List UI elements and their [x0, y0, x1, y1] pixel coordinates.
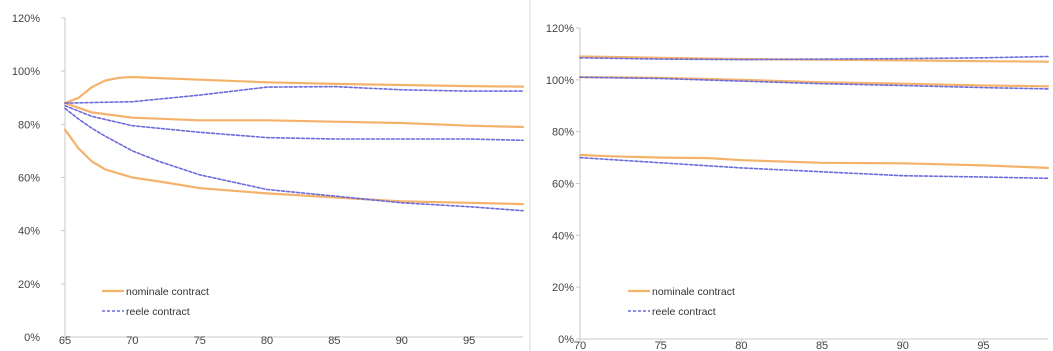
series-line-nominal: [63, 128, 525, 206]
series-line-real: [579, 76, 1049, 90]
legend-label-nominal: nominale contract: [126, 286, 209, 298]
y-tick-label: 0%: [558, 334, 574, 346]
series-line-real: [579, 55, 1049, 61]
y-tick-label: 40%: [552, 230, 574, 242]
series-line-nominal: [63, 101, 525, 129]
legend-label-nominal: nominale contract: [652, 286, 735, 298]
series-line-real: [64, 85, 524, 104]
y-tick-label: 120%: [12, 13, 40, 25]
x-tick-label: 65: [59, 335, 71, 347]
y-tick-label: 80%: [18, 119, 40, 131]
series-line-nominal: [63, 75, 525, 105]
x-tick-label: 80: [735, 340, 747, 351]
y-tick-label: 60%: [18, 173, 40, 185]
y-tick-label: 100%: [12, 66, 40, 78]
legend-label-real: reele contract: [126, 306, 190, 318]
x-tick-label: 70: [126, 335, 138, 347]
y-tick-label: 100%: [546, 75, 574, 87]
x-tick-label: 95: [977, 340, 989, 351]
x-tick-label: 90: [897, 340, 909, 351]
y-tick-label: 40%: [18, 226, 40, 238]
x-tick-label: 90: [396, 335, 408, 347]
series-line-real: [64, 107, 524, 212]
y-tick-label: 20%: [18, 279, 40, 291]
chart-left: 0% 20% 40% 60% 80% 100% 120% 65 70 75 80 85 90 95 nomi…: [12, 13, 525, 347]
y-tick-label: 120%: [546, 23, 574, 35]
x-tick-label: 75: [655, 340, 667, 351]
x-tick-label: 80: [261, 335, 273, 347]
x-tick-label: 75: [194, 335, 206, 347]
x-tick-label: 85: [328, 335, 340, 347]
x-tick-label: 70: [574, 340, 586, 351]
x-tick-label: 85: [816, 340, 828, 351]
y-tick-label: 20%: [552, 282, 574, 294]
series-line-real: [579, 156, 1049, 180]
x-tick-label: 95: [463, 335, 475, 347]
series-line-nominal: [578, 153, 1050, 169]
series-line-real: [64, 104, 524, 142]
chart-right: 0% 20% 40% 60% 80% 100% 120% 70 75 80 85 90 95 nomina…: [546, 23, 1050, 351]
y-tick-label: 0%: [24, 332, 40, 344]
legend-label-real: reele contract: [652, 306, 716, 318]
y-tick-label: 60%: [552, 179, 574, 191]
y-tick-label: 80%: [552, 127, 574, 139]
